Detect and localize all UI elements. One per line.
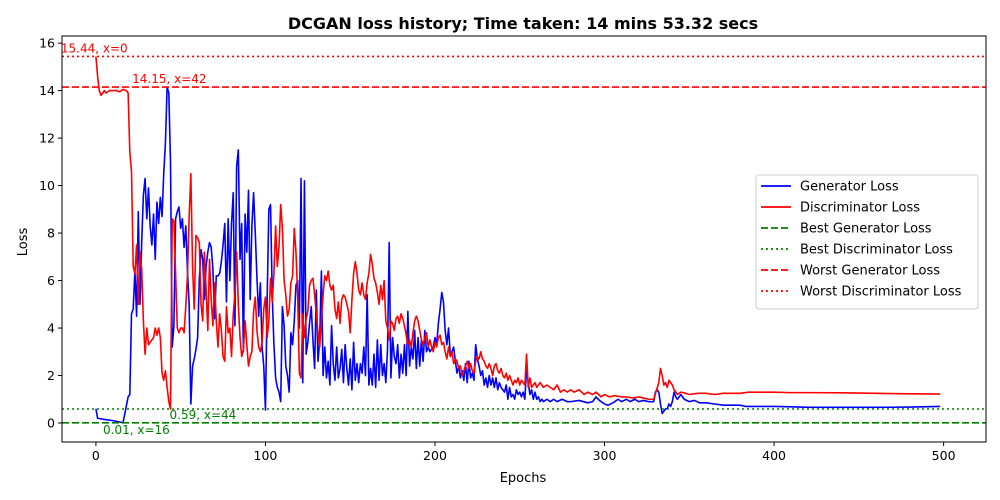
legend-label-best-generator-loss: Best Generator Loss <box>800 222 932 237</box>
y-tick-label: 14 <box>39 83 55 98</box>
legend-label-discriminator-loss: Discriminator Loss <box>800 201 920 216</box>
legend-label-worst-discriminator-loss: Worst Discriminator Loss <box>800 285 962 300</box>
annotation-label: 15.44, x=0 <box>61 41 128 55</box>
x-tick-label: 100 <box>254 448 278 463</box>
y-tick-label: 0 <box>47 416 55 431</box>
series-line-generator-loss <box>95 86 941 424</box>
annotations: 15.44, x=0 14.15, x=42 0.59, x=440.01, x=1… <box>61 41 236 436</box>
series-line-discriminator-loss <box>95 56 941 410</box>
y-tick-label: 6 <box>47 273 55 288</box>
x-axis-label: Epochs <box>500 471 547 486</box>
legend-label-best-discriminator-loss: Best Discriminator Loss <box>800 243 953 258</box>
chart-title: DCGAN loss history; Time taken: 14 mins … <box>288 14 758 33</box>
x-tick-label: 0 <box>92 448 100 463</box>
y-axis-label: Loss <box>16 228 31 257</box>
x-tick-label: 400 <box>762 448 786 463</box>
legend: Generator Loss Discriminator Loss Best Gen… <box>755 174 979 310</box>
annotation-label: 14.15, x=42 <box>132 72 206 86</box>
x-tick-label: 200 <box>423 448 447 463</box>
plot-area <box>62 55 986 424</box>
y-tick-label: 10 <box>39 178 55 193</box>
plot-series-group <box>62 55 986 424</box>
annotation-label: 0.01, x=16 <box>103 423 170 437</box>
y-tick-label: 2 <box>47 368 55 383</box>
legend-label-generator-loss: Generator Loss <box>800 180 899 195</box>
legend-label-worst-generator-loss: Worst Generator Loss <box>800 264 940 279</box>
y-tick-label: 8 <box>47 226 55 241</box>
axes-frame <box>61 35 987 443</box>
y-tick-label: 12 <box>39 131 55 146</box>
x-tick-label: 500 <box>932 448 956 463</box>
y-tick-label: 4 <box>47 321 55 336</box>
annotation-label: 0.59, x=44 <box>170 408 237 422</box>
legend-box <box>755 174 979 310</box>
axes: 0 100 200 300 400 500 0 2 4 6 8 10 12 14 16 <box>39 35 987 463</box>
x-tick-label: 300 <box>593 448 617 463</box>
y-tick-label: 16 <box>39 36 55 51</box>
